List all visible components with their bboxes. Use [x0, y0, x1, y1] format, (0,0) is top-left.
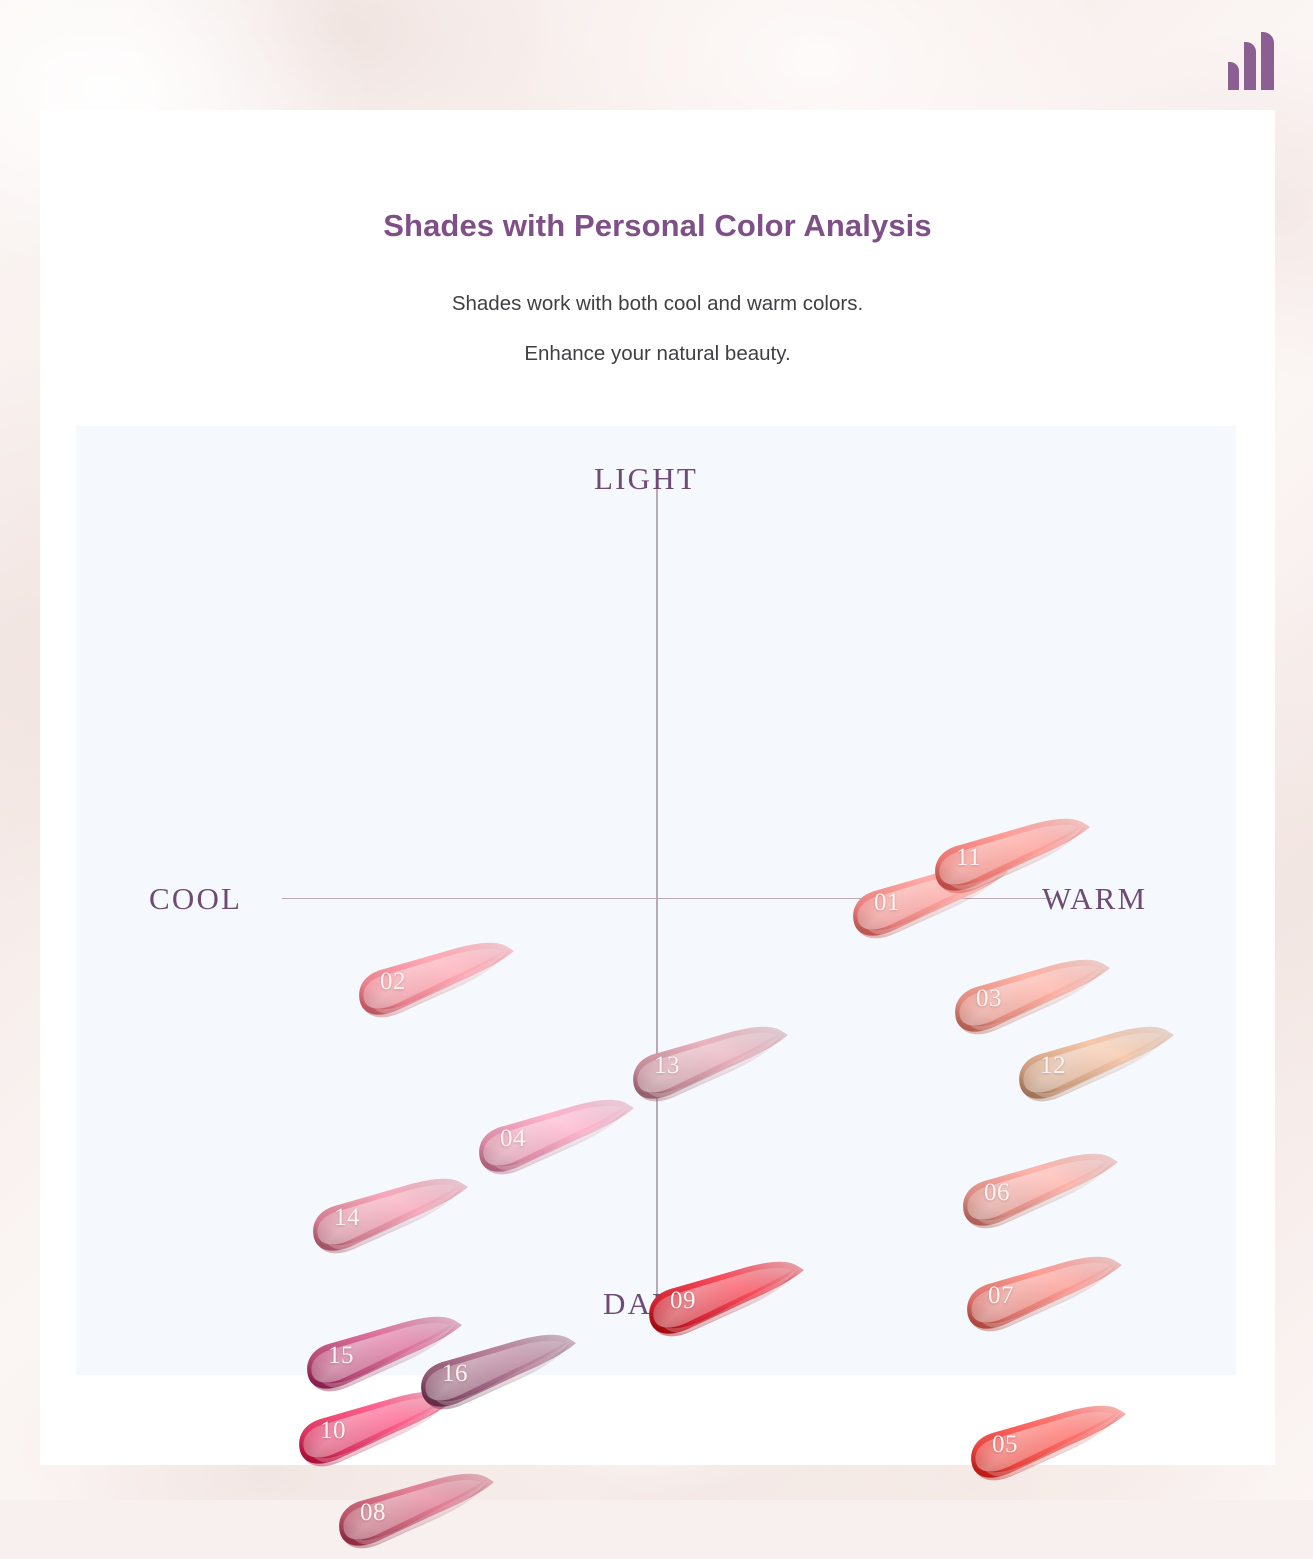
swatch-shape-15 [307, 1316, 462, 1392]
shade-number-01: 01 [874, 889, 900, 916]
logo-bar-3 [1261, 32, 1274, 90]
swatch-shape-13 [633, 1026, 788, 1102]
subtitle-line-1: Shades work with both cool and warm colo… [451, 292, 864, 315]
shade-swatch-05[interactable]: 05 [966, 1405, 1126, 1481]
shade-number-09: 09 [670, 1287, 696, 1314]
shade-swatch-10[interactable]: 10 [294, 1391, 454, 1467]
shade-map-panel: LIGHT DARK COOL WARM 01 02 03 04 05 06 07 08 09 1… [76, 426, 1236, 1549]
shade-number-05: 05 [992, 1431, 1018, 1458]
shade-swatch-07[interactable]: 07 [962, 1256, 1122, 1332]
shade-number-13: 13 [654, 1052, 680, 1079]
shade-swatch-02[interactable]: 02 [354, 942, 514, 1018]
shade-swatch-04[interactable]: 04 [474, 1099, 634, 1175]
swatch-shape-16 [421, 1334, 576, 1410]
content-card: Shades with Personal Color Analysis Shad… [40, 110, 1275, 1549]
page-title: Shades with Personal Color Analysis [383, 208, 932, 243]
swatch-shape-09 [649, 1261, 804, 1337]
shade-number-12: 12 [1040, 1052, 1066, 1079]
shade-number-11: 11 [956, 844, 982, 871]
axis-label-warm: WARM [1042, 881, 1148, 916]
shade-number-16: 16 [442, 1360, 468, 1387]
shade-number-08: 08 [360, 1499, 386, 1526]
swatch-shape-12 [1019, 1026, 1174, 1102]
brand-logo-icon [1228, 28, 1274, 90]
logo-bar-2 [1244, 42, 1256, 90]
axis-label-light: LIGHT [594, 461, 698, 496]
shade-swatch-12[interactable]: 12 [1014, 1026, 1174, 1102]
shade-number-02: 02 [380, 968, 406, 995]
shade-number-04: 04 [500, 1125, 526, 1152]
horizontal-axis-line [282, 898, 1052, 900]
shade-number-06: 06 [984, 1179, 1010, 1206]
shade-number-15: 15 [328, 1342, 354, 1369]
swatch-shape-04 [479, 1099, 634, 1175]
axis-label-cool: COOL [149, 881, 243, 916]
subtitle-line-2: Enhance your natural beauty. [524, 342, 791, 365]
swatch-shape-14 [313, 1178, 468, 1254]
swatch-shape-07 [967, 1256, 1122, 1332]
shade-swatch-11[interactable]: 11 [930, 818, 1090, 894]
shade-number-03: 03 [976, 985, 1002, 1012]
swatch-shape-06 [963, 1153, 1118, 1229]
shade-swatch-14[interactable]: 14 [308, 1178, 468, 1254]
shade-swatch-09[interactable]: 09 [644, 1261, 804, 1337]
swatch-shape-05 [971, 1405, 1126, 1481]
swatch-shape-10 [299, 1391, 454, 1467]
swatch-shape-02 [359, 942, 514, 1018]
shade-swatch-16[interactable]: 16 [416, 1334, 576, 1410]
shade-swatch-03[interactable]: 03 [950, 959, 1110, 1035]
shade-swatch-13[interactable]: 13 [628, 1026, 788, 1102]
shade-swatch-06[interactable]: 06 [958, 1153, 1118, 1229]
shade-swatch-15[interactable]: 15 [302, 1316, 462, 1392]
shade-number-10: 10 [320, 1417, 346, 1444]
shade-number-07: 07 [988, 1282, 1014, 1309]
shade-number-14: 14 [334, 1204, 360, 1231]
logo-bar-1 [1228, 62, 1239, 90]
swatch-shape-11 [935, 818, 1090, 894]
swatch-shape-03 [955, 959, 1110, 1035]
shade-swatch-08[interactable]: 08 [334, 1473, 494, 1549]
